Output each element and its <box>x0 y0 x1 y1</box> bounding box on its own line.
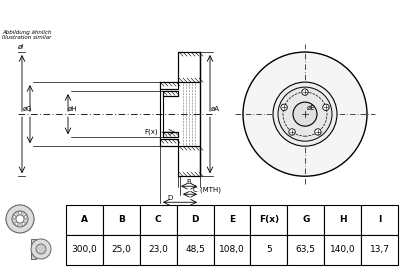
Circle shape <box>278 87 332 141</box>
Bar <box>140 235 177 265</box>
Circle shape <box>323 104 329 111</box>
Bar <box>178 146 200 176</box>
Text: D: D <box>168 195 173 201</box>
Text: Illustration similar: Illustration similar <box>2 35 51 40</box>
Text: 24.0325-0162.1    525162: 24.0325-0162.1 525162 <box>90 6 310 22</box>
Circle shape <box>293 102 317 126</box>
Text: ate: ate <box>297 113 338 133</box>
Circle shape <box>22 222 25 225</box>
Text: 48,5: 48,5 <box>185 245 205 254</box>
Text: øl: øl <box>17 44 23 50</box>
Text: B: B <box>118 215 125 225</box>
Text: I: I <box>378 215 381 225</box>
Text: øE: øE <box>307 105 316 111</box>
Bar <box>214 205 250 235</box>
Bar <box>103 205 140 235</box>
Circle shape <box>16 215 24 223</box>
Circle shape <box>36 244 46 254</box>
Bar <box>177 235 214 265</box>
Text: C: C <box>155 215 162 225</box>
Bar <box>66 235 103 265</box>
Bar <box>287 235 324 265</box>
Circle shape <box>31 239 51 259</box>
Text: 23,0: 23,0 <box>148 245 168 254</box>
Circle shape <box>289 129 295 135</box>
Bar <box>250 235 287 265</box>
Text: F(x): F(x) <box>259 215 279 225</box>
Text: 108,0: 108,0 <box>219 245 245 254</box>
Text: øA: øA <box>211 106 220 112</box>
Bar <box>250 205 287 235</box>
Circle shape <box>15 222 18 225</box>
Bar <box>361 235 398 265</box>
Text: D: D <box>191 215 199 225</box>
Circle shape <box>6 205 34 233</box>
Text: F(x): F(x) <box>144 129 158 135</box>
Circle shape <box>13 215 16 219</box>
Circle shape <box>12 211 28 227</box>
Text: øH: øH <box>68 106 78 112</box>
Circle shape <box>18 211 22 214</box>
Text: 63,5: 63,5 <box>296 245 316 254</box>
Text: 13,7: 13,7 <box>370 245 390 254</box>
Bar <box>361 205 398 235</box>
Text: G: G <box>302 215 310 225</box>
Circle shape <box>273 82 337 146</box>
Bar <box>31 239 36 259</box>
Bar <box>324 205 361 235</box>
Text: 5: 5 <box>266 245 272 254</box>
Bar <box>178 52 200 82</box>
Text: E: E <box>229 215 235 225</box>
Bar <box>163 91 178 96</box>
Text: B: B <box>187 179 191 185</box>
Circle shape <box>24 215 27 219</box>
Text: 140,0: 140,0 <box>330 245 356 254</box>
Text: Abbildung ähnlich: Abbildung ähnlich <box>2 30 51 35</box>
Bar <box>160 82 178 89</box>
Text: C (MTH): C (MTH) <box>193 187 221 193</box>
Circle shape <box>243 52 367 176</box>
Bar <box>163 132 178 137</box>
Circle shape <box>315 129 321 135</box>
Bar <box>287 205 324 235</box>
Circle shape <box>281 104 287 111</box>
Bar <box>214 235 250 265</box>
Bar <box>177 205 214 235</box>
Text: H: H <box>339 215 346 225</box>
Text: 25,0: 25,0 <box>111 245 131 254</box>
Text: A: A <box>81 215 88 225</box>
Bar <box>140 205 177 235</box>
Bar <box>66 205 103 235</box>
Text: 300,0: 300,0 <box>72 245 97 254</box>
Bar <box>103 235 140 265</box>
Bar <box>324 235 361 265</box>
Bar <box>160 139 178 146</box>
Circle shape <box>302 89 308 95</box>
Text: øG: øG <box>23 106 33 112</box>
